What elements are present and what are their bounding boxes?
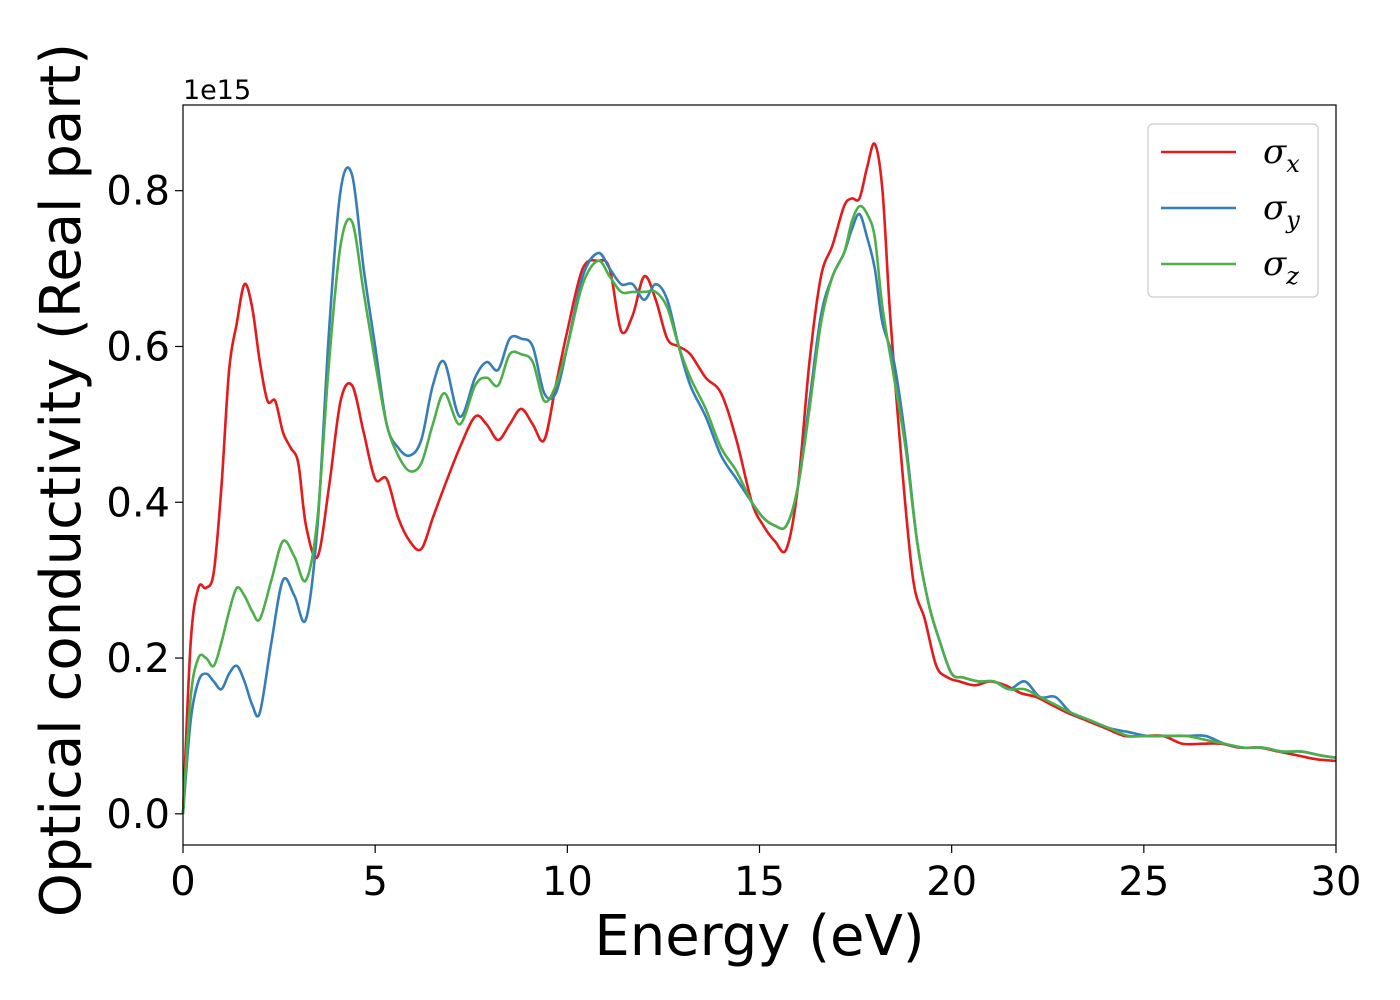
y-tick-label: 0.0 bbox=[106, 792, 170, 838]
legend-label-z: σz bbox=[1263, 244, 1299, 290]
legend-label-y: σy bbox=[1263, 188, 1300, 234]
y-axis-title: Optical conductivity (Real part) bbox=[29, 43, 94, 917]
x-tick-label: 0 bbox=[170, 859, 195, 905]
legend: σx σy σz bbox=[1147, 123, 1319, 298]
plot-lines bbox=[181, 142, 1337, 814]
y-tick-label: 0.8 bbox=[106, 169, 170, 215]
x-tick-label: 15 bbox=[734, 859, 785, 905]
x-tick-label: 20 bbox=[926, 859, 977, 905]
y-offset-label: 1e15 bbox=[183, 75, 251, 106]
y-tick-label: 0.4 bbox=[106, 480, 170, 526]
x-axis: 0 5 10 15 20 25 30 bbox=[170, 845, 1361, 905]
x-tick-label: 10 bbox=[542, 859, 593, 905]
y-tick-label: 0.2 bbox=[106, 636, 170, 682]
legend-frame bbox=[1147, 123, 1319, 298]
x-tick-label: 30 bbox=[1311, 859, 1362, 905]
x-axis-title: Energy (eV) bbox=[594, 904, 924, 969]
series-line-z bbox=[181, 204, 1337, 814]
y-axis: 0.0 0.2 0.4 0.6 0.8 bbox=[106, 169, 183, 838]
series-line-x bbox=[181, 142, 1337, 814]
y-tick-label: 0.6 bbox=[106, 324, 170, 370]
legend-label-x: σx bbox=[1263, 132, 1300, 178]
x-tick-label: 5 bbox=[362, 859, 387, 905]
x-tick-label: 25 bbox=[1118, 859, 1169, 905]
